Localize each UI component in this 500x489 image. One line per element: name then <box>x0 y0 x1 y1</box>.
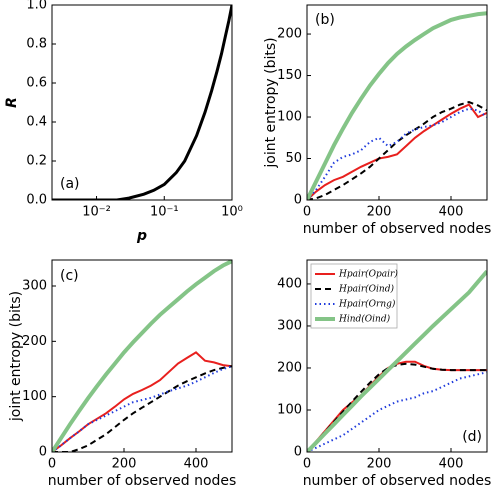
x-tick-label: 10⁰ <box>221 205 243 220</box>
series-line <box>52 365 232 452</box>
x-tick-label: 0 <box>303 457 311 472</box>
series-line <box>52 5 232 200</box>
legend-label: Hpair(Oind) <box>338 284 394 295</box>
series-line <box>52 260 232 452</box>
y-tick-label: 200 <box>22 334 47 349</box>
y-tick-label: 0.2 <box>26 154 47 169</box>
x-axis-label: number of observed nodes <box>303 221 492 237</box>
x-axis-label: number of observed nodes <box>48 473 237 489</box>
plot-frame <box>51 4 233 201</box>
y-tick-label: 1.0 <box>26 0 47 13</box>
panel-label: (b) <box>315 12 335 28</box>
x-tick-label: 400 <box>439 205 464 220</box>
series-line <box>307 103 487 200</box>
legend-label: Hind(Oind) <box>338 314 391 325</box>
panel-label: (d) <box>462 429 482 445</box>
legend-label: Hpair(Opair) <box>338 269 398 280</box>
series-line <box>307 101 487 200</box>
x-tick-label: 200 <box>367 457 392 472</box>
y-tick-label: 100 <box>277 402 302 417</box>
panel-label: (a) <box>60 176 80 192</box>
x-axis-label: number of observed nodes <box>303 473 492 489</box>
series-line <box>307 362 487 452</box>
series-line <box>307 371 487 452</box>
y-tick-label: 50 <box>285 151 302 166</box>
x-tick-label: 200 <box>112 457 137 472</box>
x-tick-label: 200 <box>367 205 392 220</box>
x-tick-label: 0 <box>48 457 56 472</box>
y-tick-label: 0.6 <box>26 76 47 91</box>
y-tick-label: 0.4 <box>26 115 47 130</box>
y-tick-label: 300 <box>22 279 47 294</box>
y-tick-label: 200 <box>277 27 302 42</box>
y-tick-label: 0 <box>39 445 47 460</box>
plot-frame <box>306 4 488 201</box>
x-tick-label: 10⁻¹ <box>150 205 179 220</box>
series-line <box>307 269 487 452</box>
series-line <box>52 351 232 452</box>
x-tick-label: 10⁻² <box>82 205 111 220</box>
legend-label: Hpair(Orng) <box>338 299 396 310</box>
series-line <box>52 365 232 452</box>
y-axis-label: joint entropy (bits) <box>8 291 24 422</box>
series-line <box>307 11 487 200</box>
y-tick-label: 0.0 <box>26 193 47 208</box>
y-axis-label: R <box>4 97 20 108</box>
y-tick-label: 0 <box>294 445 302 460</box>
plot-frame <box>51 259 233 453</box>
x-axis-label: p <box>136 228 147 244</box>
y-tick-label: 150 <box>277 68 302 83</box>
series-line <box>307 360 487 452</box>
plot-frame <box>306 259 488 453</box>
series-line <box>307 107 487 200</box>
y-tick-label: 300 <box>277 318 302 333</box>
y-tick-label: 400 <box>277 276 302 291</box>
x-tick-label: 400 <box>439 457 464 472</box>
y-axis-label: joint entropy (bits) <box>263 37 279 168</box>
y-tick-label: 0.8 <box>26 37 47 52</box>
y-tick-label: 200 <box>277 360 302 375</box>
x-tick-label: 0 <box>303 205 311 220</box>
x-tick-label: 400 <box>184 457 209 472</box>
panel-label: (c) <box>60 268 79 284</box>
y-tick-label: 0 <box>294 193 302 208</box>
y-tick-label: 100 <box>22 389 47 404</box>
y-tick-label: 100 <box>277 110 302 125</box>
